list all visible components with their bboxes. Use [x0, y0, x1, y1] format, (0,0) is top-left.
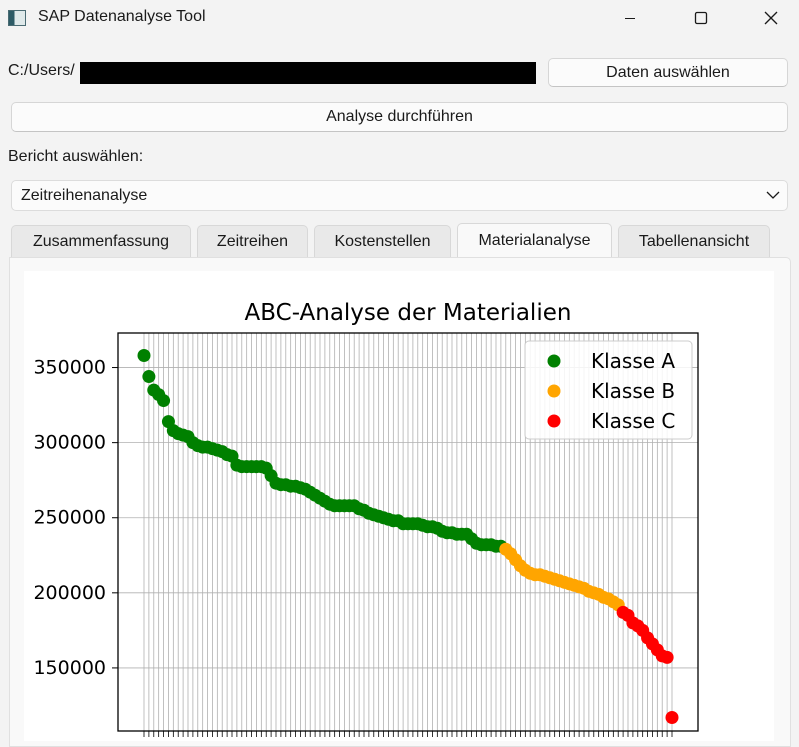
redacted-path — [80, 62, 536, 84]
data-point — [137, 349, 151, 363]
plot-frame — [117, 332, 699, 732]
legend-label: Klasse B — [591, 379, 675, 403]
legend-box — [524, 340, 693, 440]
y-tick-label: 350000 — [33, 357, 106, 379]
tab-zusammenfassung[interactable]: Zusammenfassung — [11, 225, 191, 258]
report-select-label: Bericht auswählen: — [8, 148, 144, 165]
maximize-button[interactable] — [678, 0, 724, 36]
tab-kostenstellen[interactable]: Kostenstellen — [314, 225, 451, 258]
data-point — [660, 650, 674, 664]
run-analysis-button[interactable]: Analyse durchführen — [11, 102, 788, 132]
file-path-label: C:/Users/ — [8, 62, 75, 79]
report-select-value: Zeitreihenanalyse — [21, 187, 148, 204]
close-button[interactable] — [748, 0, 794, 36]
chart-title: ABC-Analyse der Materialien — [245, 300, 572, 326]
y-tick-label: 300000 — [33, 432, 106, 454]
legend-marker — [547, 414, 561, 428]
data-point — [157, 394, 171, 408]
window-title: SAP Datenanalyse Tool — [38, 8, 206, 25]
close-icon — [764, 11, 778, 25]
minimize-icon — [625, 18, 635, 19]
minimize-button[interactable] — [607, 0, 653, 36]
select-data-button[interactable]: Daten auswählen — [548, 58, 788, 87]
y-tick-label: 250000 — [33, 507, 106, 529]
y-tick-label: 200000 — [33, 582, 106, 604]
maximize-icon — [694, 11, 708, 25]
title-bar: SAP Datenanalyse Tool — [0, 0, 799, 36]
tab-tabellenansicht[interactable]: Tabellenansicht — [618, 225, 770, 258]
app-icon — [8, 10, 26, 26]
data-point — [142, 370, 156, 384]
legend-marker — [547, 354, 561, 368]
legend-marker — [547, 384, 561, 398]
y-tick-label: 150000 — [33, 657, 106, 679]
abc-analysis-chart: 150000 200000 250000 300000 350000 ABC-Analys… — [33, 300, 699, 737]
data-point — [665, 710, 679, 724]
chart-area: 150000 200000 250000 300000 350000 ABC-Analys… — [24, 271, 774, 741]
report-select[interactable]: Zeitreihenanalyse — [11, 180, 788, 211]
chevron-down-icon — [766, 191, 780, 199]
legend-label: Klasse C — [591, 409, 675, 433]
tab-materialanalyse[interactable]: Materialanalyse — [457, 223, 612, 258]
tab-zeitreihen[interactable]: Zeitreihen — [197, 225, 308, 258]
legend-label: Klasse A — [591, 349, 675, 373]
